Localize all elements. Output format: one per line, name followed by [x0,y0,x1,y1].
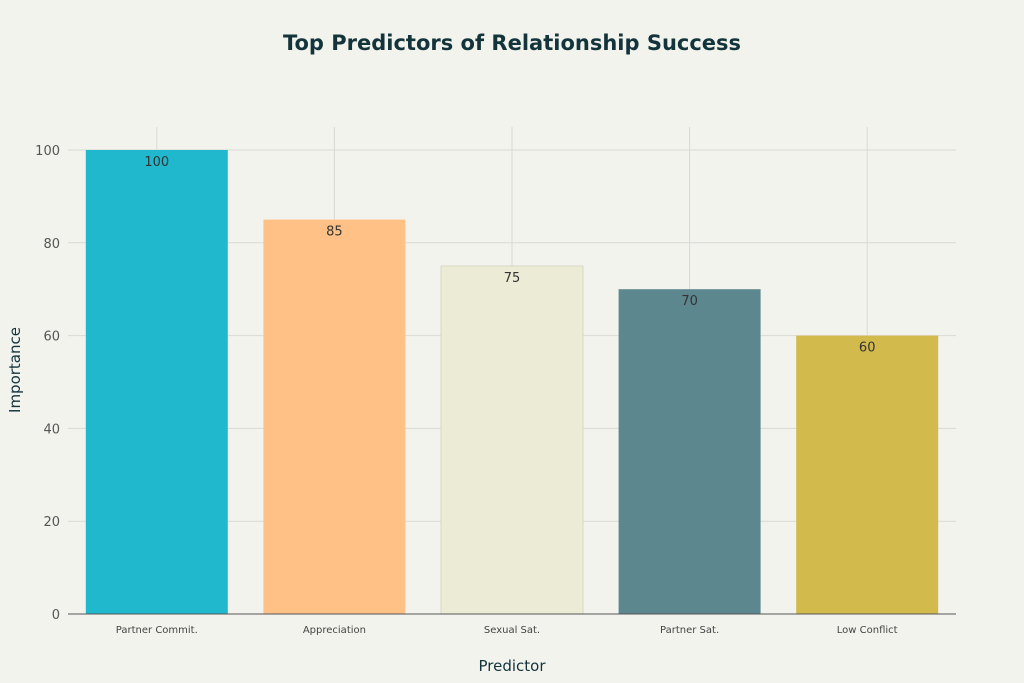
y-axis-label: Importance [6,327,24,413]
y-tick-label: 100 [35,144,60,159]
y-tick-label: 0 [52,608,60,623]
data-label: 75 [504,271,521,286]
x-tick-label: Low Conflict [837,625,898,636]
x-axis-ticks: Partner Commit. Appreciation Sexual Sat. Pa… [116,625,898,636]
data-label: 70 [681,294,698,309]
data-label: 85 [326,225,343,240]
x-tick-label: Appreciation [303,625,366,636]
x-tick-label: Partner Commit. [116,625,198,636]
bar [440,265,584,615]
chart-title: Top Predictors of Relationship Success [283,31,741,55]
bar [263,219,406,614]
y-tick-label: 20 [43,515,60,530]
bars: 100 85 75 70 60 [85,150,939,615]
y-axis-ticks: 0 20 40 60 80 100 [35,144,60,623]
bar [796,335,939,614]
y-tick-label: 80 [43,237,60,252]
data-label: 60 [859,341,876,356]
data-label: 100 [144,155,169,170]
x-tick-label: Partner Sat. [660,625,719,636]
bar [618,289,761,614]
y-tick-label: 60 [43,330,60,345]
bar [85,150,228,614]
y-tick-label: 40 [43,422,60,437]
x-tick-label: Sexual Sat. [484,625,540,636]
x-axis-label: Predictor [478,657,546,675]
